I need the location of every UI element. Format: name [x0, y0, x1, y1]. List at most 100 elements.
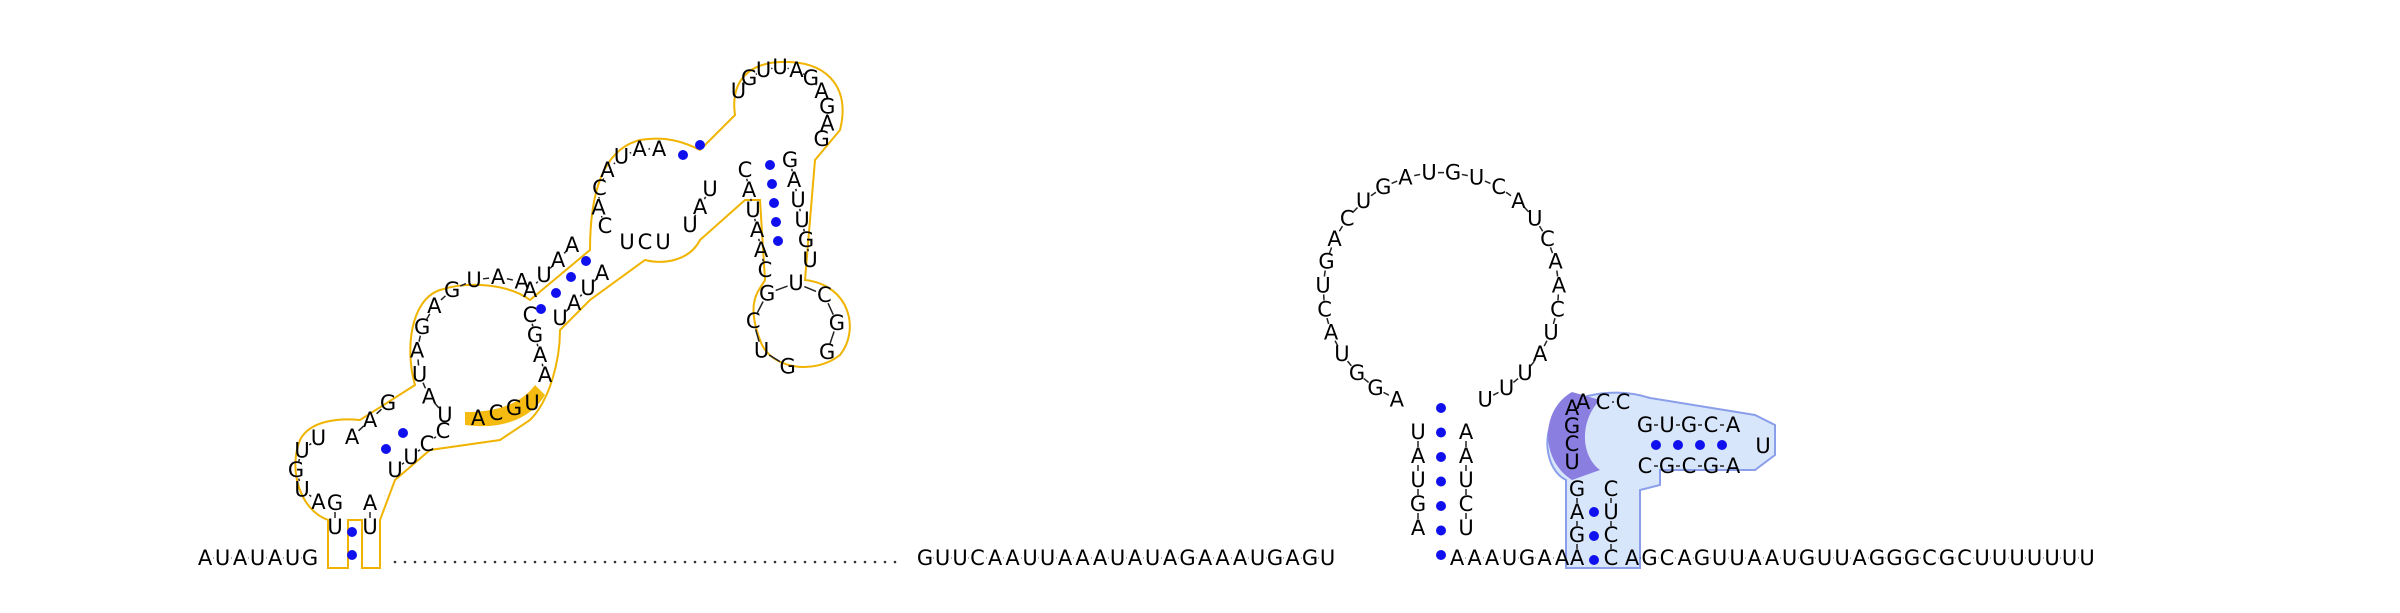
domain1-nucleotide: U — [536, 263, 551, 287]
three-prime-tail-nucleotide: U — [2062, 546, 2077, 570]
backbone-segment — [1414, 173, 1421, 177]
middle-segment-nucleotide: A — [1215, 546, 1230, 570]
hairpin-loop-nucleotide: U — [1543, 321, 1558, 345]
hairpin-loop-nucleotide: C — [1540, 227, 1555, 251]
backbone-dot — [583, 560, 587, 564]
backbone-dot — [843, 560, 847, 564]
domain1-nucleotide: C — [420, 432, 435, 456]
base-pair — [1436, 427, 1446, 438]
backbone-dot — [823, 560, 827, 564]
backbone-dot — [763, 560, 767, 564]
five-prime-tail-nucleotide: U — [250, 546, 265, 570]
domain2-nucleotide: C — [1596, 390, 1611, 414]
base-pair — [769, 198, 779, 208]
backbone-dot — [463, 560, 467, 564]
domain1-highlight-nucleotide: U — [524, 391, 539, 415]
domain2-nucleotide: C — [1604, 523, 1619, 547]
domain1-nucleotide: A — [693, 195, 708, 219]
base-pair — [1589, 531, 1599, 541]
domain1-nucleotide: U — [614, 145, 629, 169]
backbone-segment — [815, 83, 818, 86]
backbone-segment — [829, 331, 835, 344]
domain2-highlight-nucleotide: U — [1564, 450, 1579, 474]
backbone-segment — [593, 279, 597, 282]
backbone-segment — [297, 478, 301, 482]
hairpin-loop-nucleotide: A — [1327, 227, 1342, 251]
backbone-segment — [1505, 191, 1512, 197]
domain1-highlight-nucleotide: A — [471, 406, 486, 430]
linker-nucleotide: A — [1555, 546, 1570, 570]
middle-segment-nucleotide: A — [1005, 546, 1020, 570]
base-pair — [767, 179, 777, 189]
base-pair — [1651, 440, 1661, 450]
middle-segment-nucleotide: G — [1302, 546, 1318, 570]
backbone-dot — [493, 560, 497, 564]
backbone-dot — [433, 560, 437, 564]
backbone-segment — [1338, 225, 1344, 232]
backbone-segment — [541, 363, 544, 367]
backbone-dot — [863, 560, 867, 564]
backbone-segment — [440, 295, 446, 301]
domain1-nucleotide: U — [294, 439, 309, 463]
three-prime-tail-nucleotide: G — [1694, 546, 1710, 570]
linker-nucleotide: A — [1485, 546, 1500, 570]
domain2-nucleotide: A — [1570, 546, 1585, 570]
domain2-nucleotide: A — [1726, 413, 1741, 437]
backbone-segment — [804, 285, 817, 293]
backbone-dot — [753, 560, 757, 564]
backbone-segment — [1543, 340, 1548, 347]
backbone-segment — [775, 285, 788, 292]
backbone-dot — [543, 560, 547, 564]
domain1-nucleotide: A — [515, 270, 530, 294]
backbone-segment — [506, 278, 513, 281]
hairpin-stem-nucleotide: U — [1458, 516, 1473, 540]
backbone-dot — [563, 560, 567, 564]
backbone-segment — [1363, 377, 1370, 384]
backbone-segment — [308, 494, 312, 498]
domain1-nucleotide: A — [422, 385, 437, 409]
middle-segment-nucleotide: U — [935, 546, 950, 570]
domain1-nucleotide: U — [437, 403, 452, 427]
middle-segment-nucleotide: U — [1040, 546, 1055, 570]
base-pair — [1436, 525, 1446, 536]
backbone-segment — [768, 354, 781, 363]
domain1-nucleotide: A — [814, 79, 829, 103]
middle-segment-nucleotide: U — [1250, 546, 1265, 570]
hairpin-loop-nucleotide: G — [1445, 161, 1461, 185]
three-prime-tail-nucleotide: C — [1660, 546, 1675, 570]
domain1-nucleotide: C — [738, 158, 753, 182]
hairpin-loop-nucleotide: U — [1356, 189, 1371, 213]
domain2-nucleotide: A — [1576, 390, 1591, 414]
backbone-segment — [600, 215, 603, 218]
backbone-dot — [783, 560, 787, 564]
backbone-segment — [1512, 377, 1519, 384]
backbone-segment — [536, 343, 539, 347]
backbone-segment — [802, 73, 805, 76]
domain1-nucleotide: U — [619, 230, 634, 254]
domain1-nucleotide: C — [598, 214, 613, 238]
domain2-nucleotide: C — [1604, 477, 1619, 501]
backbone-dot — [483, 560, 487, 564]
domain2-nucleotide: C — [1704, 413, 1719, 437]
backbone-segment — [1352, 206, 1359, 213]
linker-nucleotide: A — [1537, 546, 1552, 570]
backbone-segment — [531, 323, 534, 327]
middle-segment-nucleotide: A — [988, 546, 1003, 570]
hairpin-stem-nucleotide: G — [1410, 492, 1426, 516]
three-prime-tail-nucleotide: G — [1799, 546, 1815, 570]
middle-segment-nucleotide: G — [1179, 546, 1195, 570]
backbone-segment — [827, 302, 834, 316]
hairpin-loop-nucleotide: G — [1367, 376, 1383, 400]
domain1-nucleotide: U — [702, 177, 717, 201]
backbone-segment — [434, 402, 440, 409]
middle-segment-nucleotide: U — [1022, 546, 1037, 570]
backbone-dot — [533, 560, 537, 564]
backbone-segment — [1370, 191, 1377, 197]
domain1-nucleotide: G — [782, 148, 798, 172]
three-prime-tail-nucleotide: G — [1939, 546, 1955, 570]
backbone-dot — [683, 560, 687, 564]
backbone-segment — [1549, 247, 1554, 254]
backbone-dot — [443, 560, 447, 564]
domain1-outline — [294, 60, 851, 569]
hairpin-loop-nucleotide: U — [1334, 342, 1349, 366]
